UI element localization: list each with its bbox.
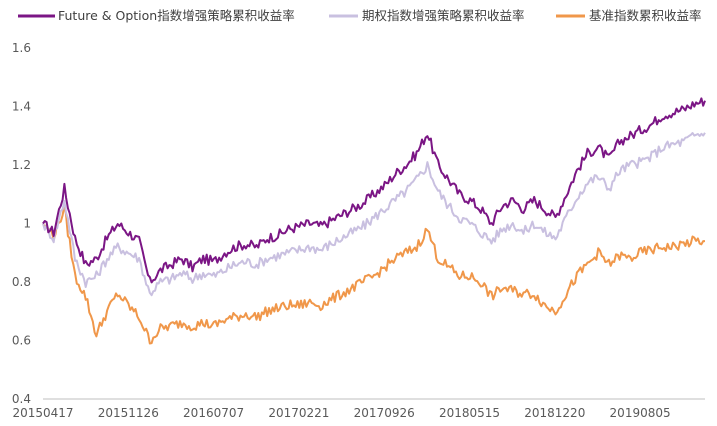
legend-label-benchmark: 基准指数累积收益率: [589, 8, 702, 23]
series-lines: [42, 97, 706, 345]
y-axis-tick-labels: 0.4 0.6 0.8 1 1.2 1.4 1.6: [12, 41, 31, 406]
y-tick-label: 1: [23, 217, 31, 231]
y-tick-label: 1.2: [12, 158, 31, 172]
y-tick-label: 0.4: [12, 392, 31, 406]
y-tick-label: 1.4: [12, 100, 31, 114]
legend-label-future-option: Future & Option指数增强策略累积收益率: [58, 8, 295, 23]
x-tick-label: 20150417: [12, 406, 73, 420]
series-line-option: [42, 132, 706, 297]
y-tick-label: 0.6: [12, 334, 31, 348]
legend: Future & Option指数增强策略累积收益率 期权指数增强策略累积收益率…: [18, 8, 702, 23]
x-axis-tick-labels: 20150417 20151126 20160707 20170221 20170926…: [12, 406, 670, 420]
x-tick-label: 20170221: [268, 406, 329, 420]
series-line-benchmark: [42, 203, 705, 345]
legend-label-option: 期权指数增强策略累积收益率: [362, 8, 525, 23]
x-tick-label: 20181220: [524, 406, 585, 420]
y-tick-label: 1.6: [12, 41, 31, 55]
x-tick-label: 20151126: [98, 406, 159, 420]
x-tick-label: 20180515: [439, 406, 500, 420]
y-tick-label: 0.8: [12, 275, 31, 289]
series-line-future-option: [42, 97, 706, 284]
x-tick-label: 20190805: [610, 406, 671, 420]
x-tick-label: 20170926: [354, 406, 415, 420]
x-tick-label: 20160707: [183, 406, 244, 420]
